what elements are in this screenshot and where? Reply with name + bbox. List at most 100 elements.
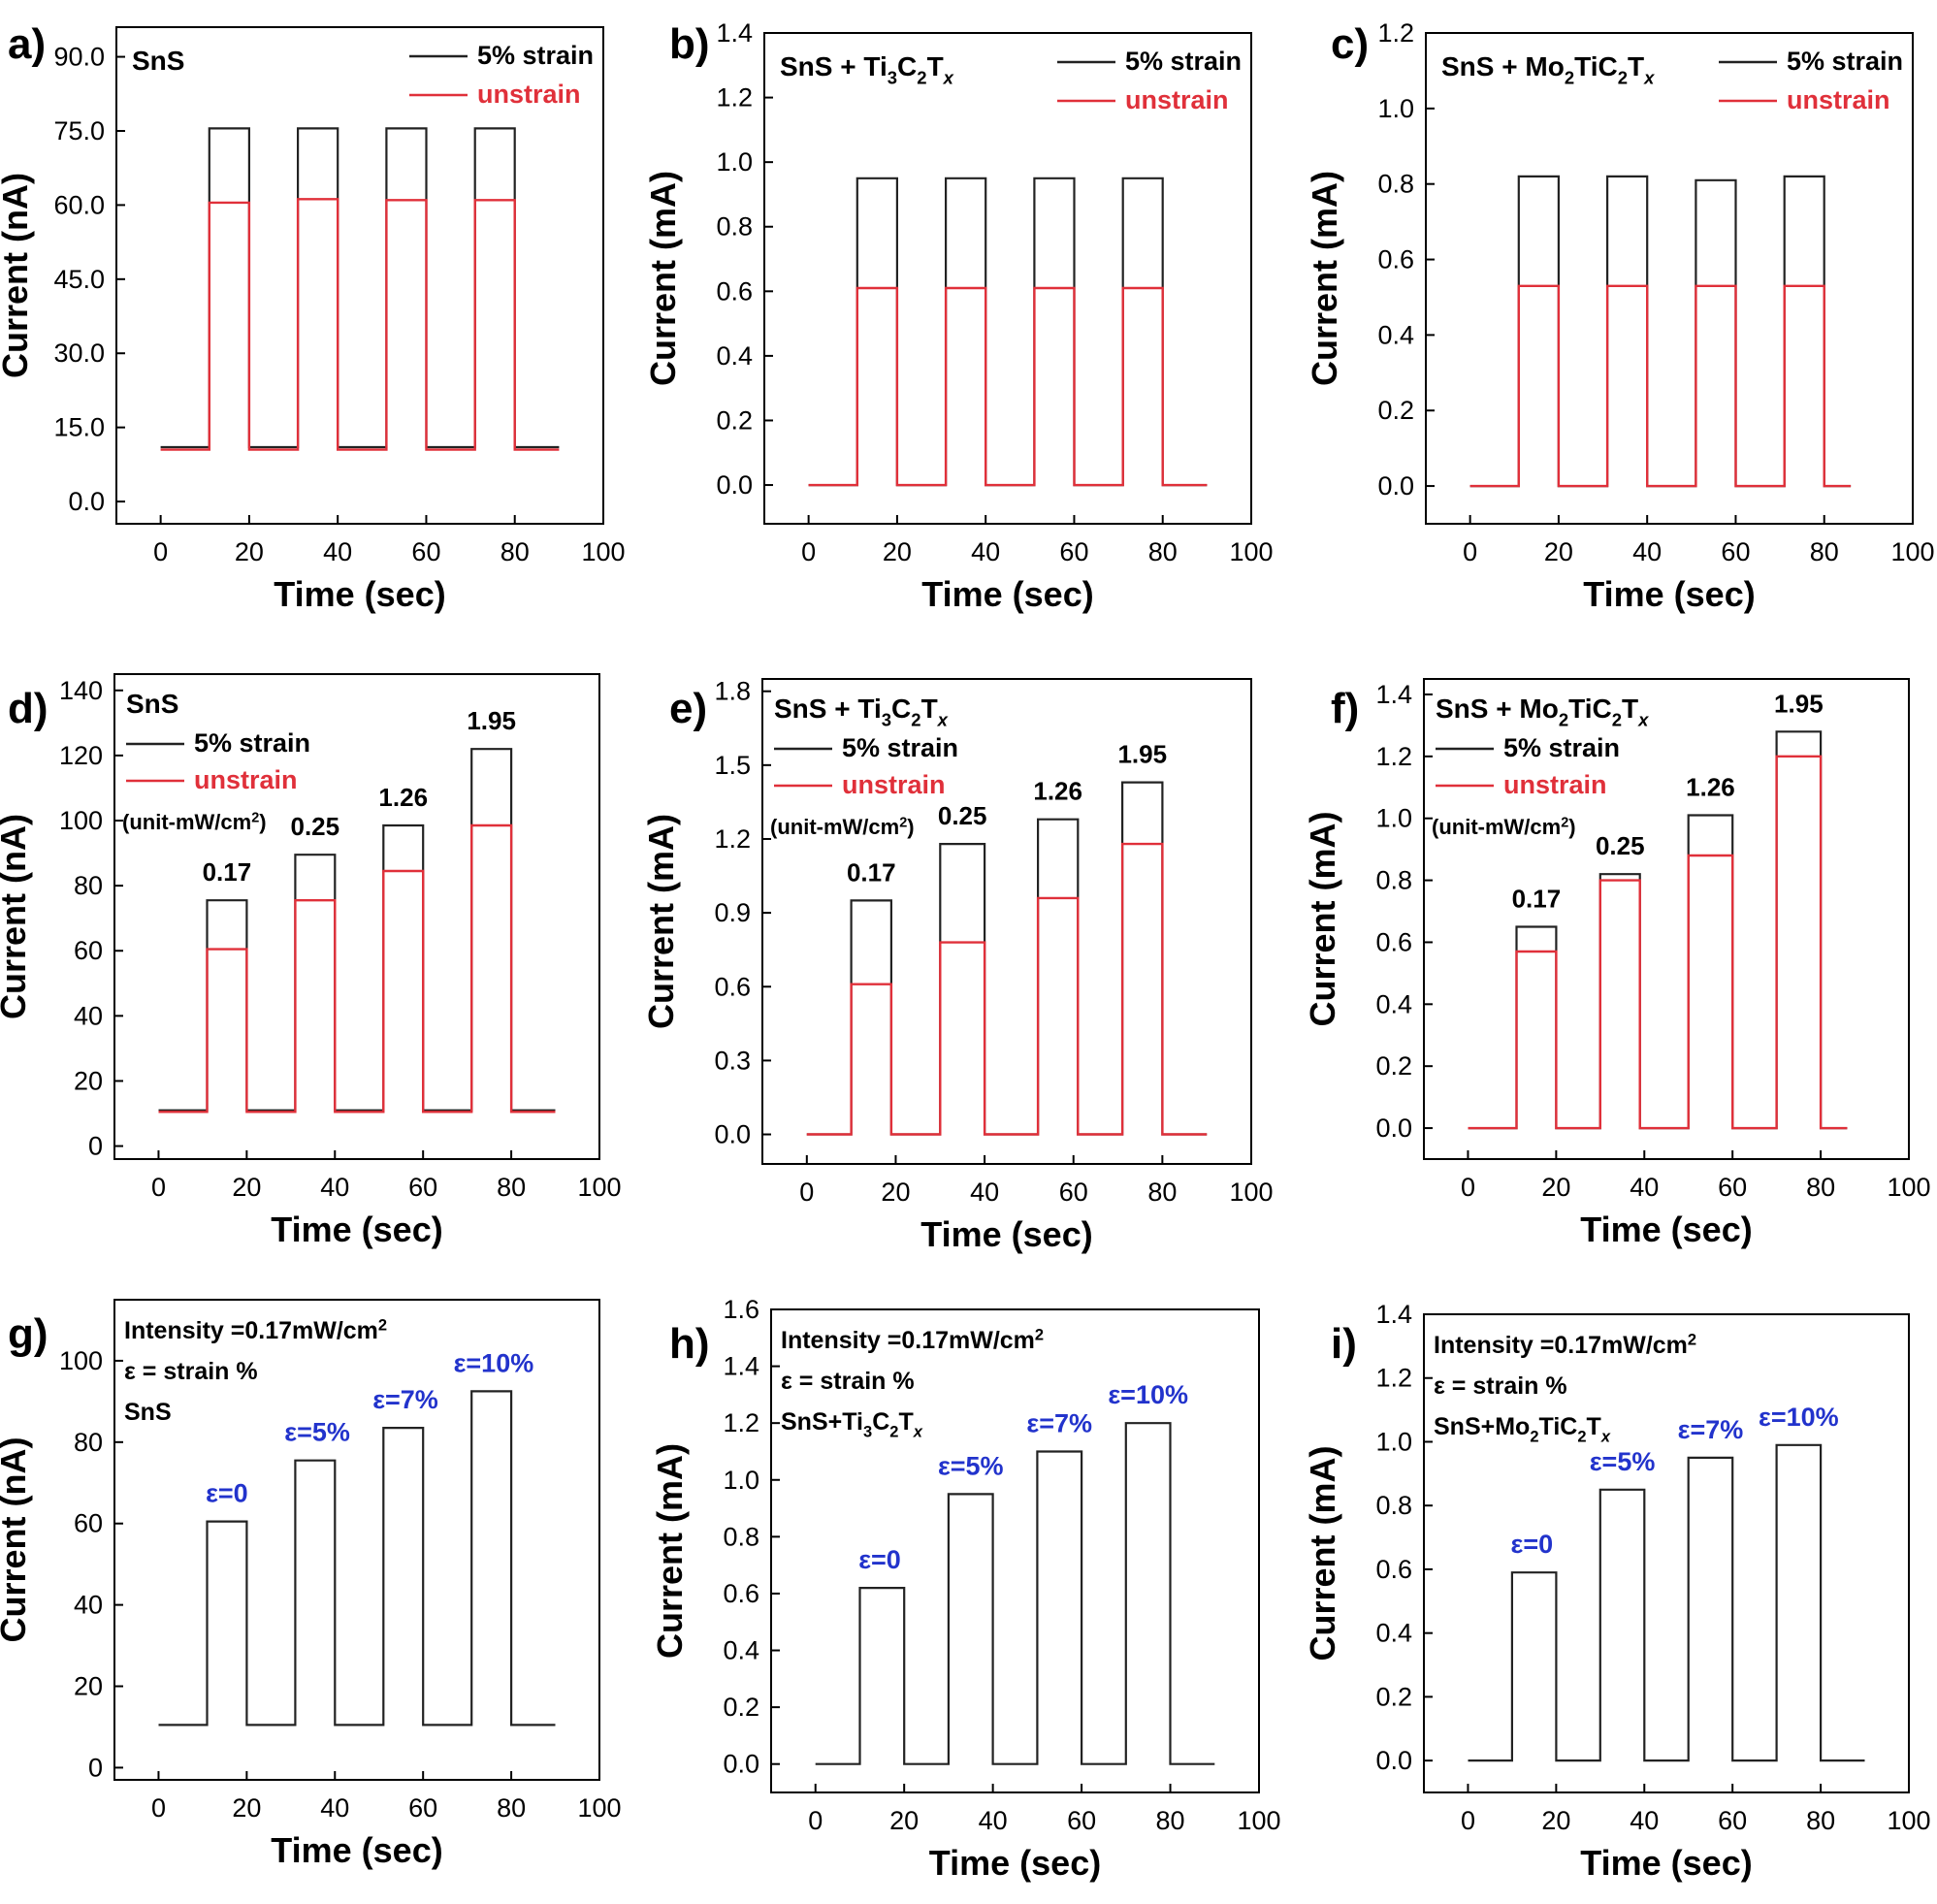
panel-label: i): [1331, 1320, 1357, 1368]
unit-note: (unit-mW/cm2​): [122, 810, 267, 834]
y-tick-label: 120: [59, 741, 103, 770]
info-line: Intensity =0.17mW/cm2​: [781, 1326, 1044, 1354]
data-label: 0.25: [938, 801, 987, 830]
y-tick-label: 0.4: [716, 341, 753, 371]
x-tick-label: 20: [235, 537, 264, 566]
info-line: ε = strain %: [124, 1358, 258, 1385]
x-tick-label: 0: [153, 537, 168, 566]
panel-title: SnS: [132, 46, 184, 76]
data-label: ε=0: [206, 1479, 248, 1508]
info-line: SnS+Ti3C2Tx​: [781, 1408, 923, 1441]
info-line: Intensity =0.17mW/cm2​: [1434, 1331, 1696, 1359]
x-tick-label: 100: [1887, 1806, 1930, 1835]
x-tick-label: 0: [151, 1173, 166, 1202]
y-tick-label: 1.0: [716, 147, 753, 177]
y-tick-label: 0.6: [1375, 1555, 1412, 1584]
plot-frame: [763, 32, 1252, 525]
x-tick-label: 100: [577, 1793, 621, 1823]
x-tick-label: 60: [411, 537, 440, 566]
y-tick-label: 1.4: [1375, 680, 1412, 709]
series-line-unstrain: [160, 198, 560, 451]
y-tick-label: 1.2: [1377, 18, 1414, 48]
legend-label-strain: 5% strain: [1125, 47, 1242, 76]
legend-label-unstrain: unstrain: [1503, 770, 1607, 799]
x-tick-label: 80: [497, 1793, 526, 1823]
y-axis-label: Current (mA): [1303, 1446, 1342, 1662]
data-label: 0.25: [1596, 831, 1645, 860]
y-tick-label: 0.6: [716, 276, 753, 306]
x-tick-label: 40: [1630, 1173, 1659, 1202]
x-tick-label: 40: [971, 537, 1000, 566]
x-tick-label: 20: [883, 537, 912, 566]
data-label: ε=7%: [1678, 1415, 1744, 1444]
x-tick-label: 0: [1461, 1173, 1475, 1202]
legend-label-strain: 5% strain: [194, 728, 310, 758]
chart-panel-c: c) 0 20 40 60 80 100 0.0 0.2 0.4 0.6 0.8 1.0 1.2 Time …: [1305, 18, 1935, 614]
x-tick-label: 80: [1810, 537, 1839, 566]
info-line: SnS+Mo2TiC2Tx​: [1434, 1413, 1611, 1446]
x-tick-label: 20: [889, 1806, 919, 1835]
y-axis-label: Current (nA): [0, 173, 35, 378]
series-line-strain: [1468, 1443, 1865, 1762]
x-axis-label: Time (sec): [921, 574, 1093, 614]
series-line-strain: [158, 748, 556, 1112]
x-tick-label: 60: [1059, 537, 1088, 566]
legend-label-strain: 5% strain: [477, 41, 594, 70]
y-tick-label: 0.9: [714, 898, 751, 927]
x-tick-label: 40: [1630, 1806, 1659, 1835]
data-label: ε=5%: [938, 1451, 1004, 1480]
y-tick-label: 0: [88, 1132, 103, 1161]
y-tick-label: 1.2: [1375, 1364, 1412, 1393]
y-tick-label: 80: [74, 1428, 103, 1457]
y-tick-label: 0.8: [723, 1522, 759, 1551]
y-tick-label: 45.0: [53, 265, 105, 294]
y-tick-label: 1.4: [716, 18, 753, 48]
legend-label-unstrain: unstrain: [194, 765, 298, 794]
y-tick-label: 1.2: [716, 83, 753, 113]
y-tick-label: 0.4: [723, 1636, 759, 1665]
y-axis-label: Current (nA): [0, 814, 33, 1019]
x-tick-label: 60: [1718, 1173, 1747, 1202]
y-tick-label: 1.0: [723, 1466, 759, 1495]
x-tick-label: 100: [581, 537, 625, 566]
y-tick-label: 0.8: [1375, 1491, 1412, 1520]
legend-label-strain: 5% strain: [1503, 733, 1620, 762]
y-tick-label: 0.2: [723, 1693, 759, 1722]
y-tick-label: 40: [74, 1591, 103, 1620]
panel-title: SnS + Ti3C2Tx​: [780, 51, 954, 87]
chart-panel-d: d) 0 20 40 60 80 100 0 20 40 60 80 100 120 140 Time (se…: [0, 673, 622, 1249]
series-line-unstrain: [1468, 755, 1848, 1130]
x-tick-label: 40: [979, 1806, 1008, 1835]
y-tick-label: 0.2: [1375, 1051, 1412, 1081]
info-line: ε = strain %: [1434, 1372, 1567, 1400]
y-tick-label: 140: [59, 676, 103, 705]
x-tick-label: 80: [1156, 1806, 1185, 1835]
data-label: 1.26: [378, 783, 428, 812]
data-label: 0.25: [291, 812, 340, 841]
x-tick-label: 60: [1059, 1178, 1088, 1207]
y-tick-label: 100: [59, 1346, 103, 1375]
x-axis-label: Time (sec): [1580, 1843, 1752, 1883]
y-tick-label: 0.0: [1375, 1746, 1412, 1775]
panel-label: e): [669, 685, 707, 732]
y-tick-label: 20: [74, 1672, 103, 1701]
data-label: ε=7%: [372, 1385, 438, 1414]
y-tick-label: 0.0: [1377, 471, 1414, 500]
y-tick-label: 1.4: [1375, 1300, 1412, 1329]
y-tick-label: 0.8: [1375, 866, 1412, 895]
y-tick-label: 1.2: [723, 1408, 759, 1437]
series-line-strain: [158, 1390, 556, 1727]
data-label: 0.17: [1512, 884, 1562, 913]
y-axis-label: Current (mA): [1303, 812, 1342, 1027]
data-label: ε=10%: [454, 1348, 534, 1377]
y-tick-label: 1.8: [714, 677, 751, 706]
x-tick-label: 80: [500, 537, 530, 566]
panel-label: d): [8, 685, 48, 732]
y-tick-label: 1.5: [714, 751, 751, 780]
y-tick-label: 75.0: [53, 116, 105, 145]
y-tick-label: 1.0: [1377, 94, 1414, 123]
info-line: ε = strain %: [781, 1368, 915, 1395]
y-tick-label: 90.0: [53, 43, 105, 72]
x-tick-label: 20: [1544, 537, 1573, 566]
x-tick-label: 40: [320, 1173, 349, 1202]
